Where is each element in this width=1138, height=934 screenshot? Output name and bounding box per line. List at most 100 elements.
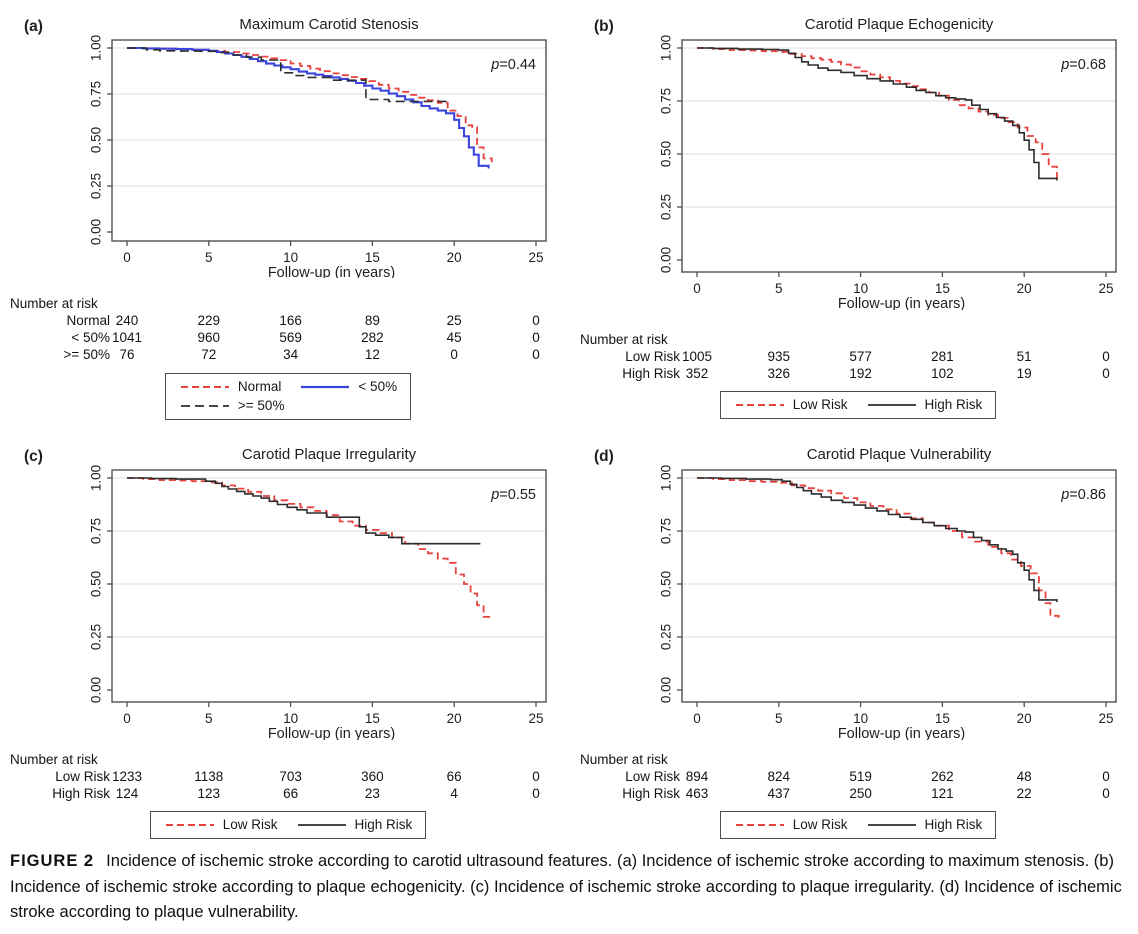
x-axis-label: Follow-up (in years) — [268, 265, 395, 278]
legend-row: Low Risk High Risk — [734, 817, 983, 832]
plot-frame — [681, 39, 1117, 273]
legend-item: >= 50% — [179, 398, 284, 413]
y-tick-label: 1.00 — [89, 465, 104, 491]
p-value: p=0.44 — [490, 57, 536, 73]
x-tick-label: 15 — [935, 711, 950, 726]
legend-line-sample — [735, 823, 784, 826]
number-at-risk-table-d: Number at risk Low Risk 894 824 519 262 48 0 Hig… — [578, 751, 1138, 802]
risk-row-label: Low Risk — [625, 349, 680, 364]
legend-box: Low Risk High Risk — [149, 811, 427, 839]
x-tick-label: 10 — [283, 250, 298, 265]
panel-label: (d) — [594, 448, 614, 465]
risk-count: 1005 — [681, 349, 713, 364]
risk-count: 124 — [115, 786, 139, 801]
x-tick-label: 20 — [447, 711, 462, 726]
risk-row: Normal 240 229 166 89 25 0 — [8, 312, 568, 329]
legend-label: Low Risk — [792, 397, 848, 412]
risk-row-label: >= 50% — [63, 347, 110, 362]
x-tick-label: 0 — [693, 281, 701, 296]
chart-title: Carotid Plaque Echogenicity — [805, 16, 994, 33]
risk-count: 34 — [283, 347, 299, 362]
risk-count: 0 — [1102, 366, 1110, 381]
x-tick-label: 20 — [1017, 281, 1032, 296]
risk-count: 76 — [119, 347, 135, 362]
legend-label: High Risk — [924, 817, 983, 832]
x-axis-label: Follow-up (in years) — [838, 726, 965, 740]
km-chart-a: 0.00 0.25 0.50 0.75 1.00 0 5 10 15 20 25 Follow-up … — [24, 16, 547, 281]
legend-label: High Risk — [924, 397, 983, 412]
y-tick-label: 1.00 — [659, 35, 674, 61]
x-tick-label: 5 — [775, 281, 783, 296]
legend-a: Normal < 50% >= 50% — [8, 373, 568, 420]
x-tick-label: 15 — [365, 711, 380, 726]
x-tick-label: 20 — [1017, 711, 1032, 726]
risk-count: 437 — [767, 786, 791, 801]
risk-row-label: High Risk — [52, 786, 110, 801]
risk-count: 89 — [364, 313, 380, 328]
risk-count: 352 — [685, 366, 709, 381]
series-path-high-risk — [697, 47, 1058, 181]
y-tick-label: 1.00 — [659, 465, 674, 491]
risk-count: 66 — [446, 769, 462, 784]
plot-frame — [111, 469, 547, 703]
y-tick-label: 0.00 — [89, 677, 104, 703]
legend-line-sample — [165, 823, 214, 826]
x-tick-label: 10 — [853, 711, 868, 726]
series-path-low-risk — [697, 477, 1060, 618]
p-value: p=0.68 — [1060, 57, 1106, 73]
legend-line-sample — [867, 403, 916, 406]
y-tick-label: 0.00 — [89, 219, 104, 245]
panel-label: (a) — [24, 18, 43, 35]
risk-count: 22 — [1016, 786, 1032, 801]
risk-row-label: High Risk — [622, 366, 680, 381]
legend-d: Low Risk High Risk — [578, 811, 1138, 839]
legend-item: Low Risk — [734, 397, 848, 412]
km-panel-d: 0.00 0.25 0.50 0.75 1.00 0 5 10 15 20 25 Follow-up … — [578, 440, 1138, 839]
legend-item: Low Risk — [164, 817, 278, 832]
y-tick-label: 0.00 — [659, 677, 674, 703]
legend-row: Low Risk High Risk — [734, 397, 983, 412]
risk-count: 703 — [279, 769, 302, 784]
y-tick-label: 0.50 — [659, 571, 674, 597]
km-panel-a: 0.00 0.25 0.50 0.75 1.00 0 5 10 15 20 25 Follow-up … — [8, 10, 568, 420]
x-tick-label: 0 — [123, 711, 131, 726]
legend-item: High Risk — [866, 817, 983, 832]
chart-title: Carotid Plaque Vulnerability — [807, 446, 992, 463]
risk-count: 19 — [1016, 366, 1032, 381]
risk-count: 102 — [931, 366, 954, 381]
risk-count: 0 — [1102, 349, 1110, 364]
risk-count: 0 — [1102, 769, 1110, 784]
risk-row: Low Risk 894 824 519 262 48 0 — [578, 768, 1138, 785]
km-chart-c: 0.00 0.25 0.50 0.75 1.00 0 5 10 15 20 25 Follow-up … — [24, 446, 547, 742]
legend-line-sample — [301, 385, 350, 388]
risk-count: 45 — [446, 330, 462, 345]
risk-count: 121 — [931, 786, 954, 801]
y-tick-label: 0.50 — [659, 141, 674, 167]
risk-row: >= 50% 76 72 34 12 0 0 — [8, 346, 568, 363]
risk-count: 51 — [1016, 349, 1032, 364]
km-panel-b: 0.00 0.25 0.50 0.75 1.00 0 5 10 15 20 25 Follow-up … — [578, 10, 1138, 419]
legend-box: Low Risk High Risk — [719, 391, 997, 419]
risk-count: 935 — [767, 349, 791, 364]
risk-count: 262 — [931, 769, 954, 784]
km-panel-c: 0.00 0.25 0.50 0.75 1.00 0 5 10 15 20 25 Follow-up … — [8, 440, 568, 839]
risk-count: 23 — [364, 786, 380, 801]
km-chart-d: 0.00 0.25 0.50 0.75 1.00 0 5 10 15 20 25 Follow-up … — [594, 446, 1117, 742]
legend-c: Low Risk High Risk — [8, 811, 568, 839]
risk-row: High Risk 352 326 192 102 19 0 — [578, 365, 1138, 382]
y-tick-label: 0.50 — [89, 571, 104, 597]
x-axis-label: Follow-up (in years) — [838, 296, 965, 310]
legend-label: Low Risk — [222, 817, 278, 832]
y-tick-label: 0.25 — [659, 194, 674, 220]
y-tick-label: 1.00 — [89, 35, 104, 61]
p-value: p=0.55 — [490, 487, 536, 503]
x-tick-label: 5 — [775, 711, 783, 726]
y-tick-label: 0.75 — [659, 88, 674, 114]
number-at-risk-table-c: Number at risk Low Risk 1233 1138 703 360 66 0 H… — [8, 751, 568, 802]
series-path--50- — [127, 47, 450, 103]
y-tick-label: 0.00 — [659, 247, 674, 273]
x-axis-label: Follow-up (in years) — [268, 726, 395, 740]
x-tick-label: 25 — [1098, 281, 1113, 296]
figure-caption-label: FIGURE 2 — [10, 852, 95, 870]
